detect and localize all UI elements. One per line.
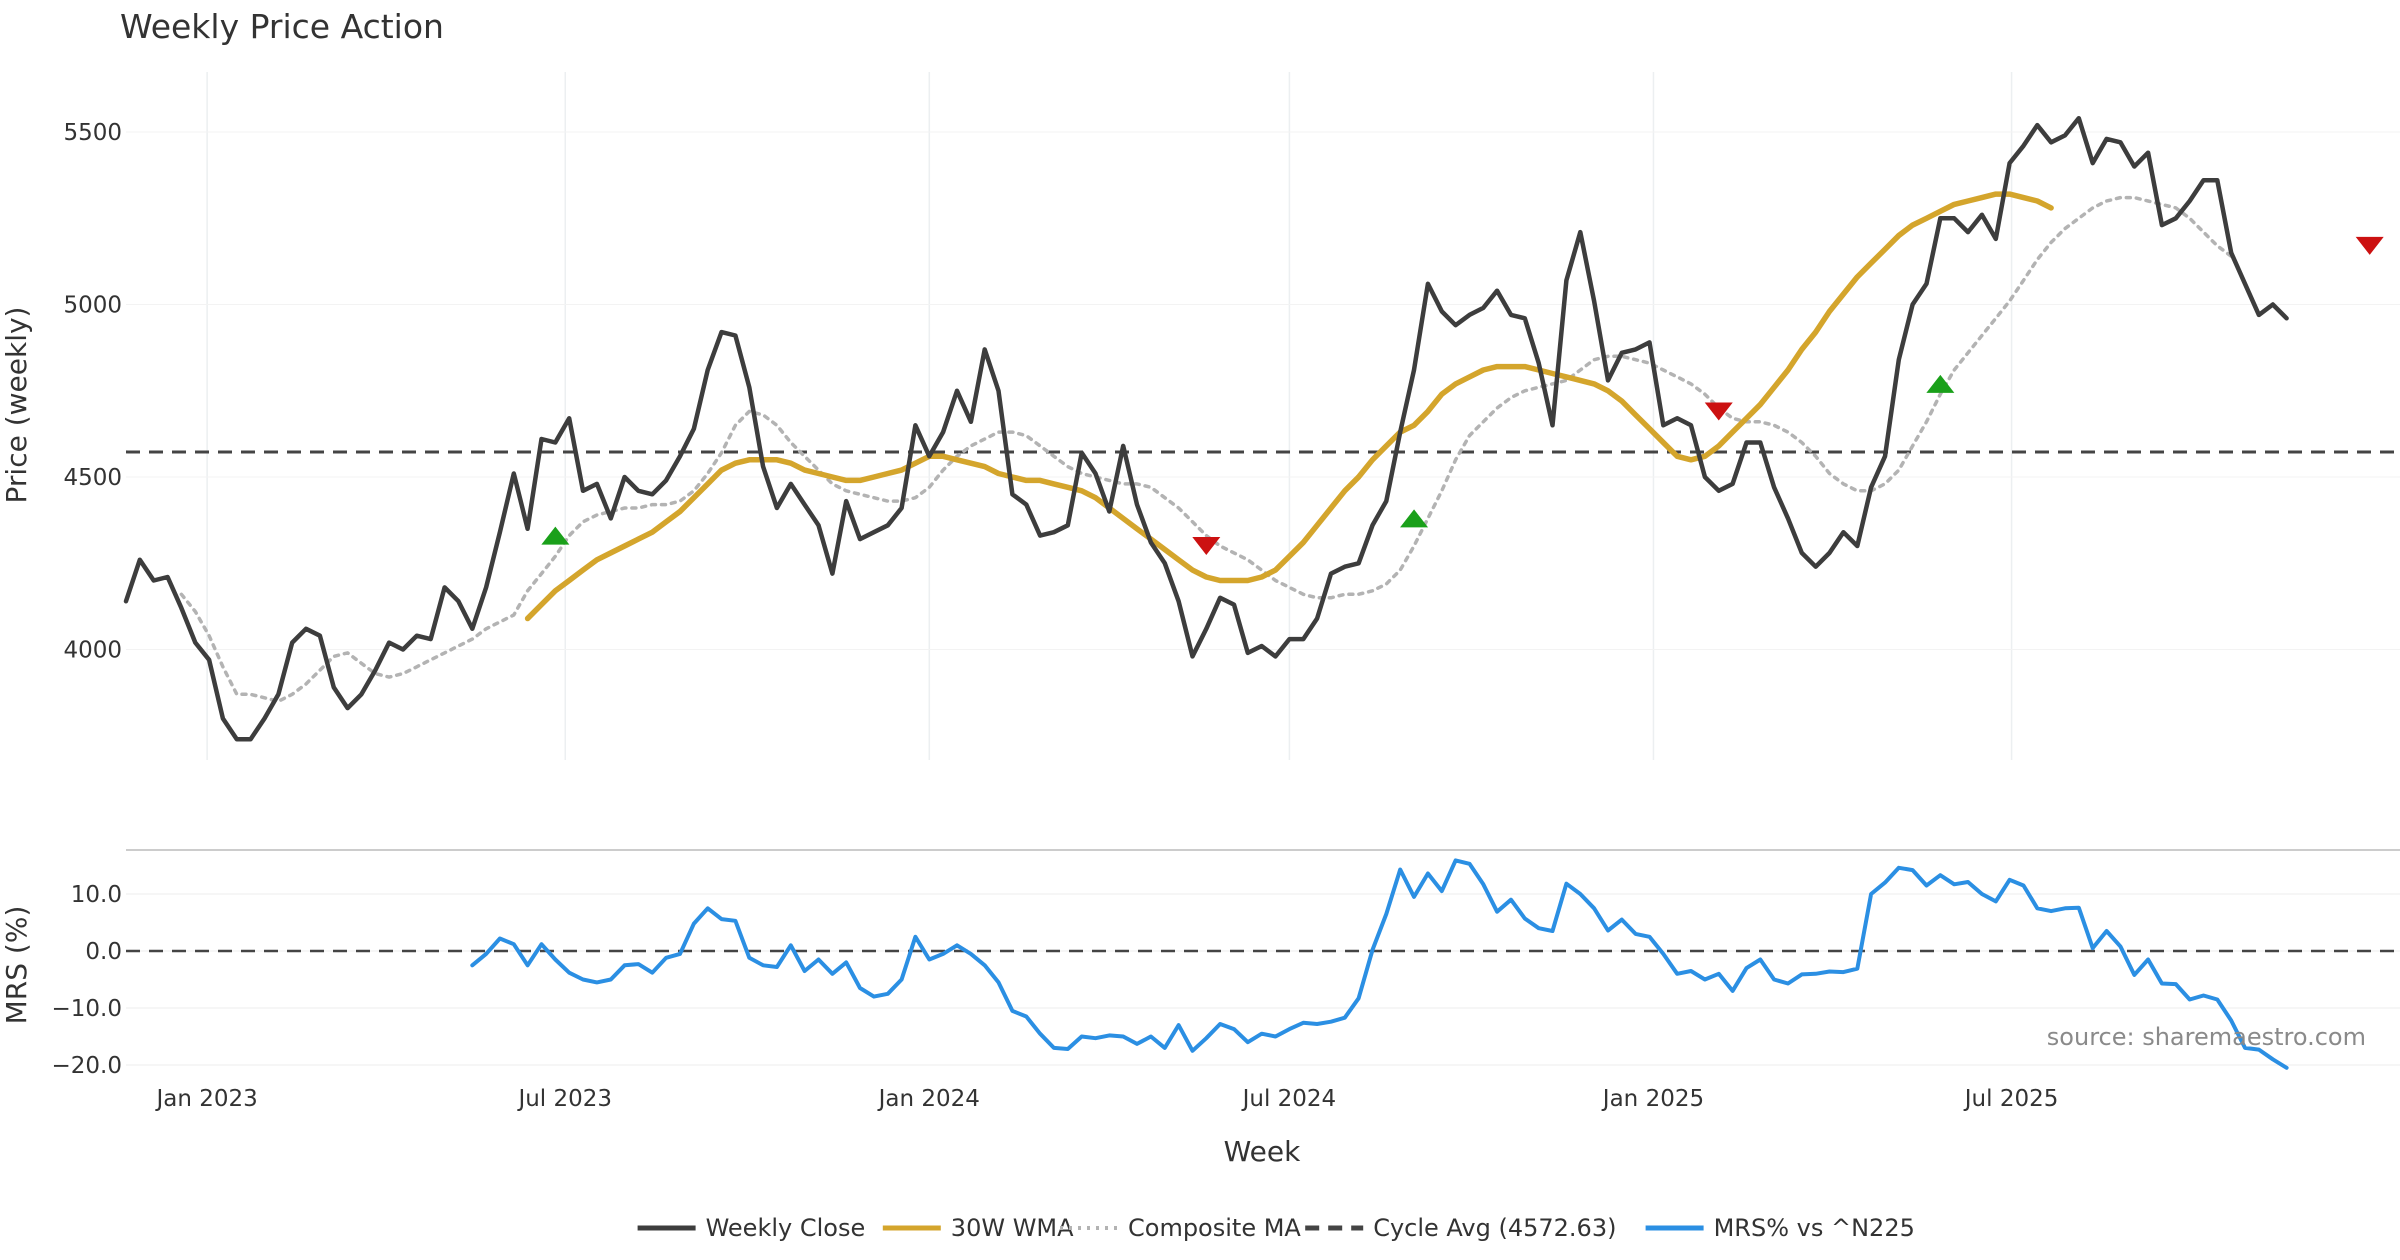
- mrs-y-axis-label: MRS (%): [0, 906, 33, 1025]
- sell-signal-marker: [1704, 402, 1733, 421]
- price-y-ticks: 4000 4500 5000 5500: [63, 120, 122, 664]
- legend-label: Cycle Avg (4572.63): [1373, 1214, 1616, 1242]
- composite-ma-line: [179, 195, 2233, 704]
- legend-item-30w-wma: 30W WMA: [882, 1214, 1074, 1242]
- sell-signal-marker: [1192, 537, 1221, 555]
- sell-signal-marker: [2355, 236, 2384, 255]
- legend-label: 30W WMA: [951, 1214, 1074, 1242]
- price-y-tick-label: 5000: [63, 293, 122, 319]
- price-y-axis-label: Price (weekly): [0, 307, 33, 504]
- buy-signal-marker: [1400, 509, 1429, 528]
- source-note: source: sharemaestro.com: [2047, 1023, 2366, 1051]
- x-axis-label: Week: [1224, 1135, 1301, 1168]
- mrs-y-tick-label: 10.0: [71, 882, 122, 908]
- legend-label: Weekly Close: [706, 1214, 866, 1242]
- weekly-close-line: [123, 115, 2289, 742]
- price-grid: [126, 72, 2400, 760]
- price-y-tick-label: 4000: [63, 638, 122, 664]
- chart-title: Weekly Price Action: [120, 7, 444, 46]
- legend-label: MRS% vs ^N225: [1714, 1214, 1915, 1242]
- legend-label: Composite MA: [1128, 1214, 1301, 1242]
- signal-markers: [541, 236, 2384, 555]
- price-y-tick-label: 4500: [63, 465, 122, 491]
- legend-item-composite-ma: Composite MA: [1060, 1214, 1301, 1242]
- buy-signal-marker: [1926, 374, 1955, 393]
- price-series-group: [123, 115, 2289, 742]
- mrs-series-group: [470, 858, 2289, 1070]
- legend-item-weekly-close: Weekly Close: [637, 1214, 866, 1242]
- mrs-y-tick-label: −10.0: [52, 996, 122, 1022]
- x-ticks: Jan 2023 Jul 2023 Jan 2024 Jul 2024 Jan 2025…: [154, 1086, 2058, 1112]
- buy-signal-marker: [541, 526, 570, 545]
- x-tick-label: Jul 2024: [1241, 1086, 1337, 1112]
- price-y-tick-label: 5500: [63, 120, 122, 146]
- 30w-wma-line: [524, 191, 2054, 622]
- x-tick-label: Jan 2025: [1601, 1086, 1704, 1112]
- legend-item-cycle-avg-4572-63: Cycle Avg (4572.63): [1305, 1214, 1616, 1242]
- mrs-y-tick-label: −20.0: [52, 1053, 122, 1079]
- mrs-y-tick-label: 0.0: [85, 939, 122, 965]
- x-tick-label: Jul 2025: [1963, 1086, 2059, 1112]
- x-tick-label: Jan 2024: [877, 1086, 980, 1112]
- x-tick-label: Jan 2023: [154, 1086, 257, 1112]
- legend: Weekly Close 30W WMA Composite MA Cycle Avg…: [637, 1214, 1915, 1242]
- x-tick-label: Jul 2023: [516, 1086, 612, 1112]
- mrs-y-ticks: −20.0 −10.0 0.0 10.0: [52, 882, 122, 1079]
- legend-item-mrs-vs-n225: MRS% vs ^N225: [1645, 1214, 1915, 1242]
- mrs-vs-n225-line: [470, 858, 2289, 1070]
